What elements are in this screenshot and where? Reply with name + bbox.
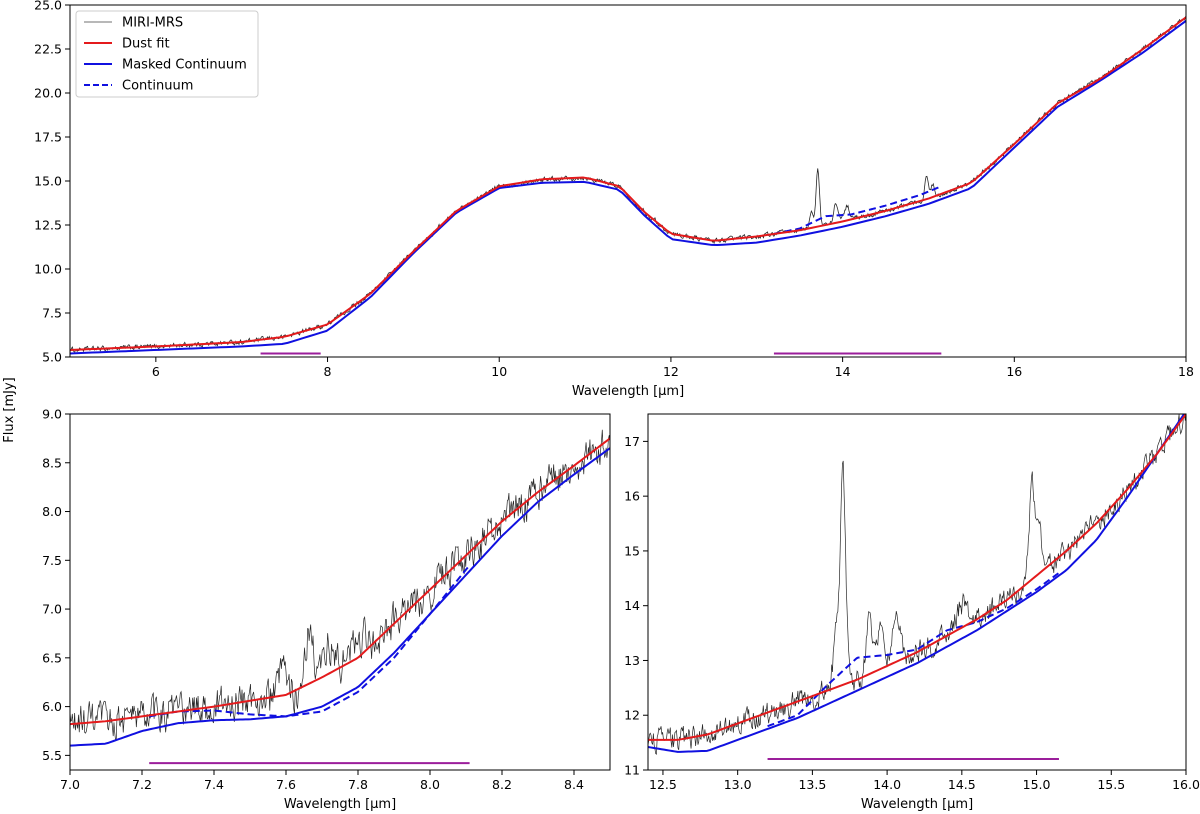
y-tick-label-top: 10.0 xyxy=(34,262,62,277)
legend-label-miri-mrs: MIRI-MRS xyxy=(122,16,183,31)
series-masked-continuum-bottom-right xyxy=(648,414,1186,753)
x-tick-label-bottom-left: 7.6 xyxy=(276,777,296,792)
panel-bottom-left: 7.0 7.2 7.4 7.6 7.8 8.0 8.2 8.4 5.5 6.0 6.5 7.0 7.5 8… xyxy=(42,407,611,812)
x-tick-label-bottom-right: 16.0 xyxy=(1172,777,1200,792)
x-tick-label-bottom-left: 7.8 xyxy=(348,777,368,792)
y-tick-label-bottom-right: 13 xyxy=(624,653,640,668)
x-tick-label-bottom-right: 12.5 xyxy=(649,777,677,792)
y-tick-label-bottom-left: 7.0 xyxy=(42,602,62,617)
x-tick-label-bottom-left: 7.0 xyxy=(60,777,80,792)
series-dust-fit-top xyxy=(70,16,1186,351)
y-tick-label-bottom-left: 5.5 xyxy=(42,748,62,763)
y-tick-label-bottom-right: 14 xyxy=(624,598,640,613)
x-tick-label-top: 6 xyxy=(152,364,160,379)
y-tick-label-top: 25.0 xyxy=(34,0,62,13)
x-axis-label-bottom-left: Wavelength [µm] xyxy=(284,797,396,812)
y-tick-label-bottom-left: 8.5 xyxy=(42,455,62,470)
y-tick-label-top: 20.0 xyxy=(34,86,62,101)
series-miri-mrs-bottom-right xyxy=(648,414,1186,755)
plot-area-top xyxy=(70,15,1186,355)
series-masked-continuum-top xyxy=(70,20,1186,355)
x-tick-label-top: 8 xyxy=(324,364,332,379)
x-tick-label-bottom-right: 13.5 xyxy=(798,777,826,792)
panel-bottom-right: 12.5 13.0 13.5 14.0 14.5 15.0 15.5 16.0 11 12 13 14… xyxy=(624,413,1200,812)
y-tick-label-bottom-left: 6.0 xyxy=(42,699,62,714)
x-axis-label-bottom-right: Wavelength [µm] xyxy=(861,797,973,812)
series-continuum-bottom-left xyxy=(149,564,471,718)
legend-frame xyxy=(75,10,259,98)
axes-frame-bottom-left xyxy=(69,413,611,771)
series-dust-fit-bottom-left xyxy=(70,437,610,726)
y-tick-label-top: 17.5 xyxy=(34,130,62,145)
x-tick-label-bottom-right: 15.5 xyxy=(1097,777,1125,792)
y-tick-label-top: 7.5 xyxy=(42,306,62,321)
x-tick-label-bottom-right: 15.0 xyxy=(1023,777,1051,792)
legend-label-continuum: Continuum xyxy=(122,79,193,94)
x-tick-label-bottom-left: 7.4 xyxy=(204,777,224,792)
y-tick-label-top: 12.5 xyxy=(34,218,62,233)
series-continuum-top xyxy=(773,185,942,235)
panel-top: 6 8 10 12 14 16 18 5.0 7.5 10.0 12.5 15.0 17.5 20.0 22… xyxy=(34,0,1194,399)
plot-area-bottom-left xyxy=(70,429,610,765)
x-tick-label-top: 10 xyxy=(491,364,507,379)
shared-y-axis-label: Flux [mJy] xyxy=(2,377,17,443)
y-tick-label-top: 22.5 xyxy=(34,42,62,57)
x-tick-label-top: 18 xyxy=(1178,364,1194,379)
x-tick-label-bottom-right: 14.0 xyxy=(873,777,901,792)
series-miri-mrs-bottom-left xyxy=(70,429,610,741)
y-tick-label-bottom-left: 7.5 xyxy=(42,553,62,568)
y-tick-label-bottom-right: 16 xyxy=(624,489,640,504)
x-tick-label-bottom-right: 13.0 xyxy=(724,777,752,792)
y-tick-label-bottom-right: 15 xyxy=(624,543,640,558)
x-tick-label-bottom-left: 8.0 xyxy=(420,777,440,792)
y-tick-label-bottom-left: 9.0 xyxy=(42,407,62,422)
y-tick-label-bottom-left: 8.0 xyxy=(42,504,62,519)
y-tick-label-top: 15.0 xyxy=(34,174,62,189)
y-tick-label-bottom-right: 11 xyxy=(624,763,640,778)
x-tick-label-bottom-left: 8.2 xyxy=(492,777,512,792)
series-continuum-bottom-right xyxy=(767,572,1060,728)
x-tick-label-bottom-left: 8.4 xyxy=(564,777,584,792)
axes-frame-bottom-right xyxy=(647,413,1187,771)
legend: MIRI-MRS Dust fit Masked Continuum Conti… xyxy=(75,10,259,98)
series-dust-fit-bottom-right xyxy=(648,414,1186,741)
x-tick-label-bottom-right: 14.5 xyxy=(948,777,976,792)
y-tick-label-bottom-left: 6.5 xyxy=(42,650,62,665)
y-tick-label-bottom-right: 17 xyxy=(624,434,640,449)
x-tick-label-top: 12 xyxy=(663,364,679,379)
series-masked-continuum-bottom-left xyxy=(70,447,610,747)
x-axis-label-top: Wavelength [µm] xyxy=(572,384,684,399)
x-tick-label-top: 16 xyxy=(1006,364,1022,379)
y-tick-label-bottom-right: 12 xyxy=(624,708,640,723)
legend-label-dust-fit: Dust fit xyxy=(122,37,170,52)
x-tick-label-top: 14 xyxy=(835,364,851,379)
y-tick-label-top: 5.0 xyxy=(42,350,62,365)
plot-area-bottom-right xyxy=(648,414,1186,761)
legend-label-masked-continuum: Masked Continuum xyxy=(122,58,247,73)
x-tick-label-bottom-left: 7.2 xyxy=(132,777,152,792)
